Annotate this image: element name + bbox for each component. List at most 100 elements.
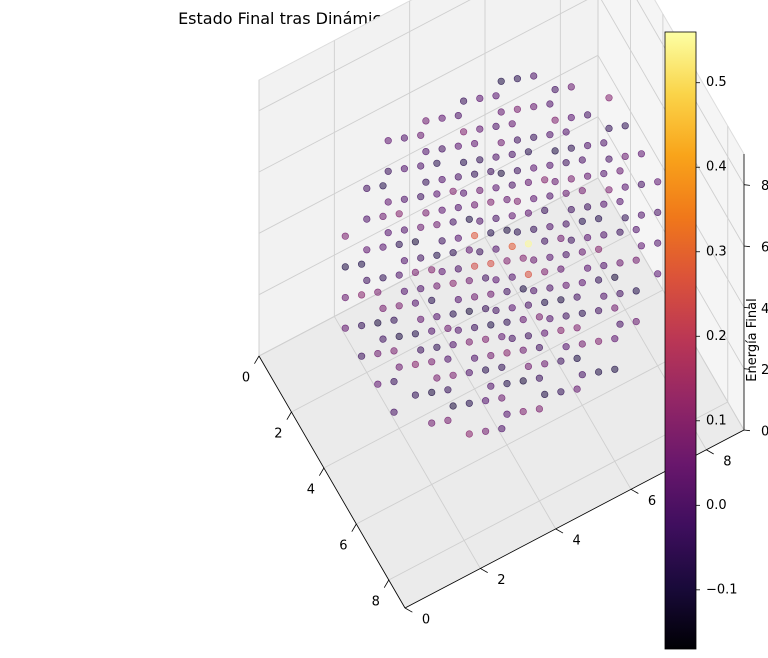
scatter-point: [600, 262, 608, 270]
scatter-point: [498, 394, 506, 402]
scatter-point: [616, 228, 624, 236]
scatter-point: [503, 196, 511, 204]
scatter-point: [583, 111, 592, 119]
scatter-point: [465, 307, 473, 315]
scatter-point: [471, 324, 479, 332]
scatter-point: [395, 302, 403, 310]
gridline-x-floor: [291, 233, 631, 413]
scatter-point: [449, 341, 457, 349]
gridline-y-floor: [409, 276, 557, 530]
scatter-point: [557, 326, 565, 335]
scatter-point: [497, 77, 505, 85]
scatter-point: [417, 285, 425, 293]
scatter-point: [530, 225, 538, 233]
scatter-point: [519, 377, 527, 385]
scatter-point: [600, 231, 608, 239]
scatter-point: [492, 245, 500, 253]
colorbar-bar: [664, 31, 697, 650]
scatter-point: [567, 206, 575, 214]
scatter-point: [449, 310, 457, 318]
z-tick-label: 2: [761, 363, 768, 378]
scatter-point: [530, 103, 538, 111]
scatter-point: [341, 263, 349, 271]
scatter-point: [460, 189, 468, 197]
scatter-point: [605, 94, 613, 102]
scatter-point: [594, 368, 603, 376]
colorbar-tick-label: 0.0: [706, 498, 727, 513]
scatter-point: [471, 232, 479, 240]
scatter-point: [492, 214, 500, 222]
gridline-x-floor: [356, 345, 696, 525]
scatter-point: [428, 419, 436, 427]
scatter-point: [487, 198, 495, 206]
scatter-point: [578, 340, 586, 348]
scatter-point: [498, 425, 506, 433]
y-tick-label: 8: [723, 454, 731, 469]
scatter-point: [390, 378, 398, 386]
scatter-point: [487, 382, 495, 390]
scatter-point: [417, 131, 425, 139]
scatter-point: [616, 320, 624, 328]
scatter-point: [573, 324, 581, 332]
scatter-point: [454, 173, 462, 181]
scatter-point: [573, 385, 581, 393]
scatter-point: [600, 170, 608, 178]
scatter-point: [422, 117, 430, 125]
scatter-point: [465, 369, 473, 377]
gridline-z-back: [258, 54, 599, 234]
scatter-point: [363, 215, 371, 223]
colorbar-tick-label: 0.4: [706, 160, 727, 175]
scatter-point: [471, 262, 479, 270]
scatter-point: [519, 254, 527, 262]
scatter-point: [390, 408, 398, 416]
scatter-point: [438, 114, 446, 122]
scatter-point: [600, 139, 608, 147]
scatter-point: [524, 178, 533, 186]
x-tick-mark: [254, 355, 260, 364]
scatter-point: [390, 347, 398, 355]
scatter-point: [567, 175, 575, 183]
scatter-point: [428, 296, 436, 305]
scatter-point: [546, 284, 554, 292]
scatter-point: [417, 223, 425, 231]
colorbar-ticks: −0.1 0.0 0.1 0.2 0.3 0.4 0.5: [696, 75, 738, 597]
scatter-points: [341, 72, 662, 438]
scatter-point: [519, 408, 527, 416]
scatter-point: [621, 214, 629, 222]
scatter-point: [433, 282, 441, 290]
scatter-point: [492, 153, 500, 161]
scatter-point: [358, 352, 366, 360]
y-tick-mark: [480, 568, 488, 573]
scatter-point: [578, 309, 586, 317]
scatter-point: [497, 139, 505, 147]
scatter-point: [508, 120, 516, 128]
y-tick-label: 2: [497, 573, 505, 588]
scatter-point: [358, 260, 366, 268]
scatter-point: [637, 150, 646, 158]
scatter-point: [567, 83, 575, 91]
scatter-point: [524, 240, 533, 248]
z-tick-mark: [743, 306, 750, 309]
scatter-point: [438, 206, 446, 214]
x-tick-mark: [286, 411, 292, 420]
scatter-point: [433, 313, 441, 321]
scatter-point: [503, 318, 511, 326]
scatter-point: [449, 249, 457, 257]
scatter-point: [530, 287, 538, 295]
scatter-point: [384, 198, 392, 206]
scatter-point: [422, 178, 430, 186]
scatter-point: [400, 287, 409, 295]
scatter-point: [546, 253, 554, 261]
scatter-point: [562, 281, 570, 289]
scatter-point: [433, 251, 441, 259]
scatter-point: [374, 380, 382, 388]
y-tick-label: 0: [422, 613, 430, 628]
scatter-point: [428, 266, 436, 274]
scatter-point: [384, 229, 392, 237]
scatter-point: [444, 416, 452, 425]
scatter-point: [476, 156, 484, 164]
scatter-point: [513, 75, 522, 83]
scatter-point: [503, 349, 511, 357]
scatter-point: [400, 165, 409, 173]
